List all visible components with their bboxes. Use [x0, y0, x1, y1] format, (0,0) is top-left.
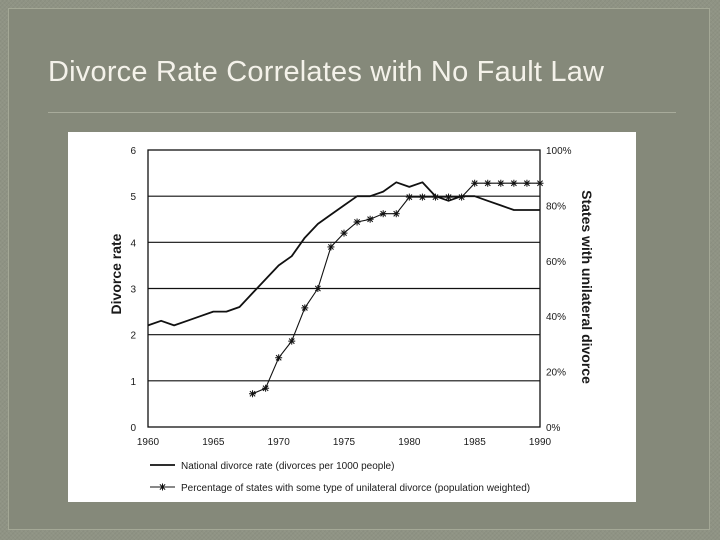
legend-asterisk: [159, 483, 166, 491]
data-point-marker: [431, 193, 439, 201]
data-point-marker: [249, 390, 257, 398]
x-tick-label: 1960: [137, 437, 160, 448]
data-point-marker: [523, 179, 531, 187]
data-point-marker: [301, 304, 309, 312]
y2-tick-label: 80%: [546, 201, 566, 212]
slide-title: Divorce Rate Correlates with No Fault La…: [48, 56, 605, 88]
y-tick-label: 4: [130, 238, 136, 249]
y2-tick-label: 40%: [546, 312, 566, 323]
data-point-marker: [484, 179, 492, 187]
legend-label-unilateral-divorce: Percentage of states with some type of u…: [181, 483, 530, 494]
data-point-marker: [445, 193, 453, 201]
data-point-marker: [262, 384, 270, 392]
x-tick-label: 1985: [464, 437, 487, 448]
y2-tick-label: 100%: [546, 146, 572, 157]
data-point-marker: [510, 179, 518, 187]
data-point-marker: [353, 218, 361, 226]
x-tick-label: 1980: [398, 437, 421, 448]
y2-axis-title: States with unilateral divorce: [579, 190, 595, 384]
data-point-marker: [275, 354, 283, 362]
data-point-marker: [288, 337, 296, 345]
x-tick-label: 1975: [333, 437, 356, 448]
y2-tick-label: 20%: [546, 368, 566, 379]
x-tick-label: 1990: [529, 437, 552, 448]
plot-frame: [147, 149, 541, 428]
y2-tick-label: 0%: [546, 423, 561, 434]
data-point-marker: [497, 179, 505, 187]
legend-label-divorce-rate: National divorce rate (divorces per 1000…: [181, 461, 394, 472]
y-tick-label: 0: [130, 423, 136, 434]
data-point-marker: [392, 210, 400, 218]
data-point-marker: [366, 215, 374, 223]
y-tick-label: 3: [130, 285, 136, 296]
data-point-marker: [418, 193, 426, 201]
data-point-marker: [314, 285, 322, 292]
chart-panel: 0 1 2 3 4 5 6 0% 20% 40% 60% 80% 100% 1960 1965 1970 197…: [68, 132, 636, 502]
title-divider: [48, 112, 676, 113]
legend-marker-unilateral-divorce: [159, 483, 166, 491]
x-tick-label: 1970: [268, 437, 291, 448]
data-point-marker: [340, 229, 348, 237]
data-point-marker: [379, 210, 387, 218]
data-point-marker: [327, 243, 335, 251]
data-point-marker: [536, 179, 544, 187]
data-point-marker: [471, 179, 479, 187]
data-point-marker: [405, 193, 413, 201]
y-axis-title: Divorce rate: [108, 233, 124, 314]
x-tick-label: 1965: [202, 437, 225, 448]
y-tick-label: 2: [130, 331, 136, 342]
data-point-marker: [458, 193, 466, 201]
series-line-divorce-rate: [147, 181, 540, 327]
y2-tick-label: 60%: [546, 257, 566, 268]
y-tick-label: 5: [130, 192, 136, 203]
y-tick-label: 6: [130, 146, 136, 157]
y-tick-label: 1: [130, 377, 136, 388]
